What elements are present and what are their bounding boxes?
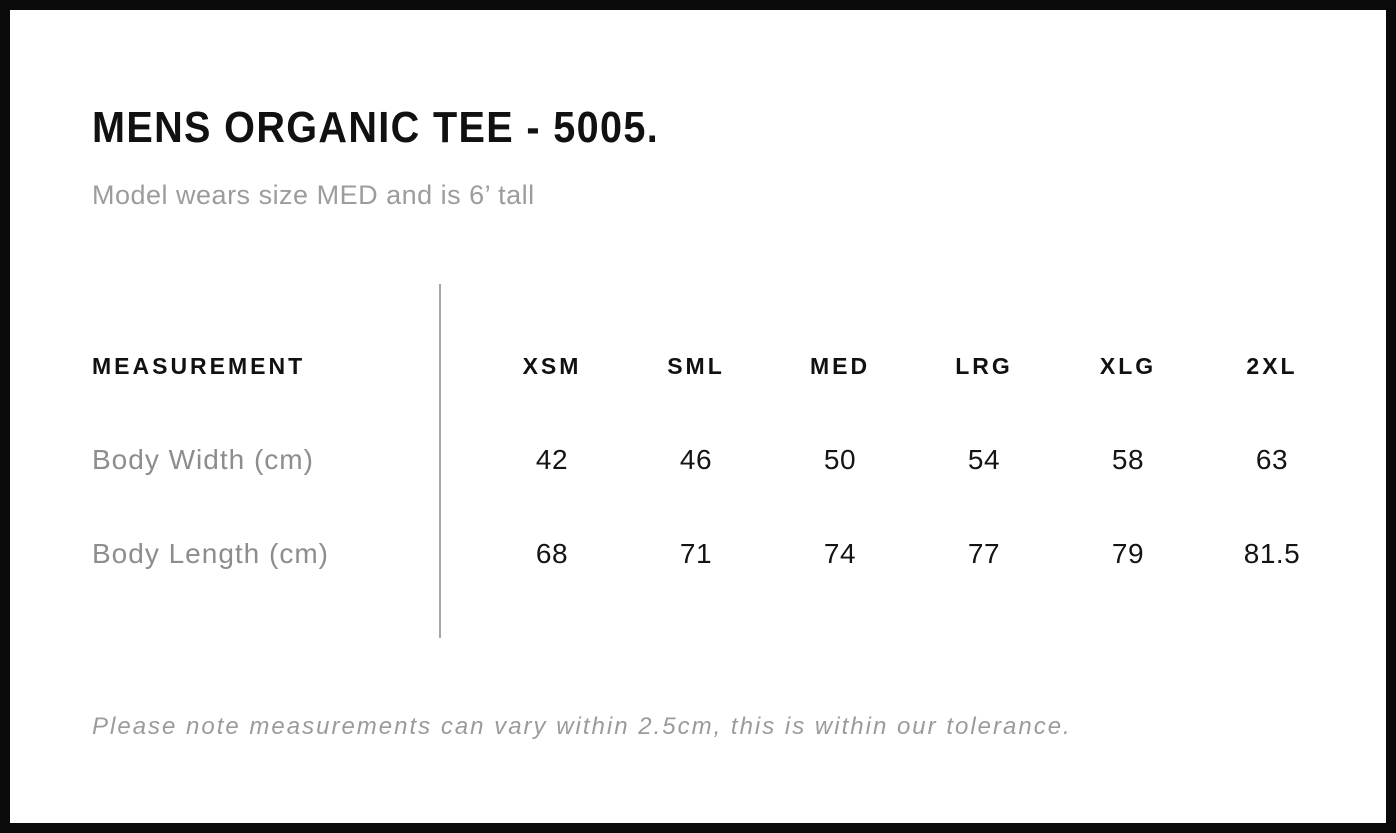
table-row-body-width: Body Width (cm) 42 46 50 54 58 63 [92,446,1344,474]
model-size-info: Model wears size MED and is 6’ tall [92,180,535,210]
column-header-xlg: XLG [1099,353,1157,379]
body-length-2xl: 81.5 [1243,538,1301,569]
table-header-row: MEASUREMENT XSM SML MED LRG XLG 2XL [92,355,1344,378]
column-header-measurement: MEASUREMENT [92,353,306,379]
column-header-med: MED [809,353,871,379]
body-width-lrg: 54 [967,444,1001,475]
body-width-xlg: 58 [1111,444,1145,475]
table-row-body-length: Body Length (cm) 68 71 74 77 79 81.5 [92,540,1344,568]
column-header-sml: SML [667,353,725,379]
body-length-xsm: 68 [535,538,569,569]
body-length-med: 74 [823,538,857,569]
row-label-body-width: Body Width (cm) [92,444,314,475]
body-length-sml: 71 [679,538,713,569]
body-width-sml: 46 [679,444,713,475]
body-length-xlg: 79 [1111,538,1145,569]
column-header-xsm: XSM [522,353,582,379]
table-column-divider [439,284,441,638]
body-length-lrg: 77 [967,538,1001,569]
page-title: MENS ORGANIC TEE - 5005. [92,103,660,152]
row-label-body-length: Body Length (cm) [92,538,329,569]
column-header-lrg: LRG [955,353,1013,379]
body-width-xsm: 42 [535,444,569,475]
body-width-2xl: 63 [1255,444,1289,475]
column-header-2xl: 2XL [1246,353,1298,379]
tolerance-note: Please note measurements can vary within… [92,713,1072,740]
body-width-med: 50 [823,444,857,475]
